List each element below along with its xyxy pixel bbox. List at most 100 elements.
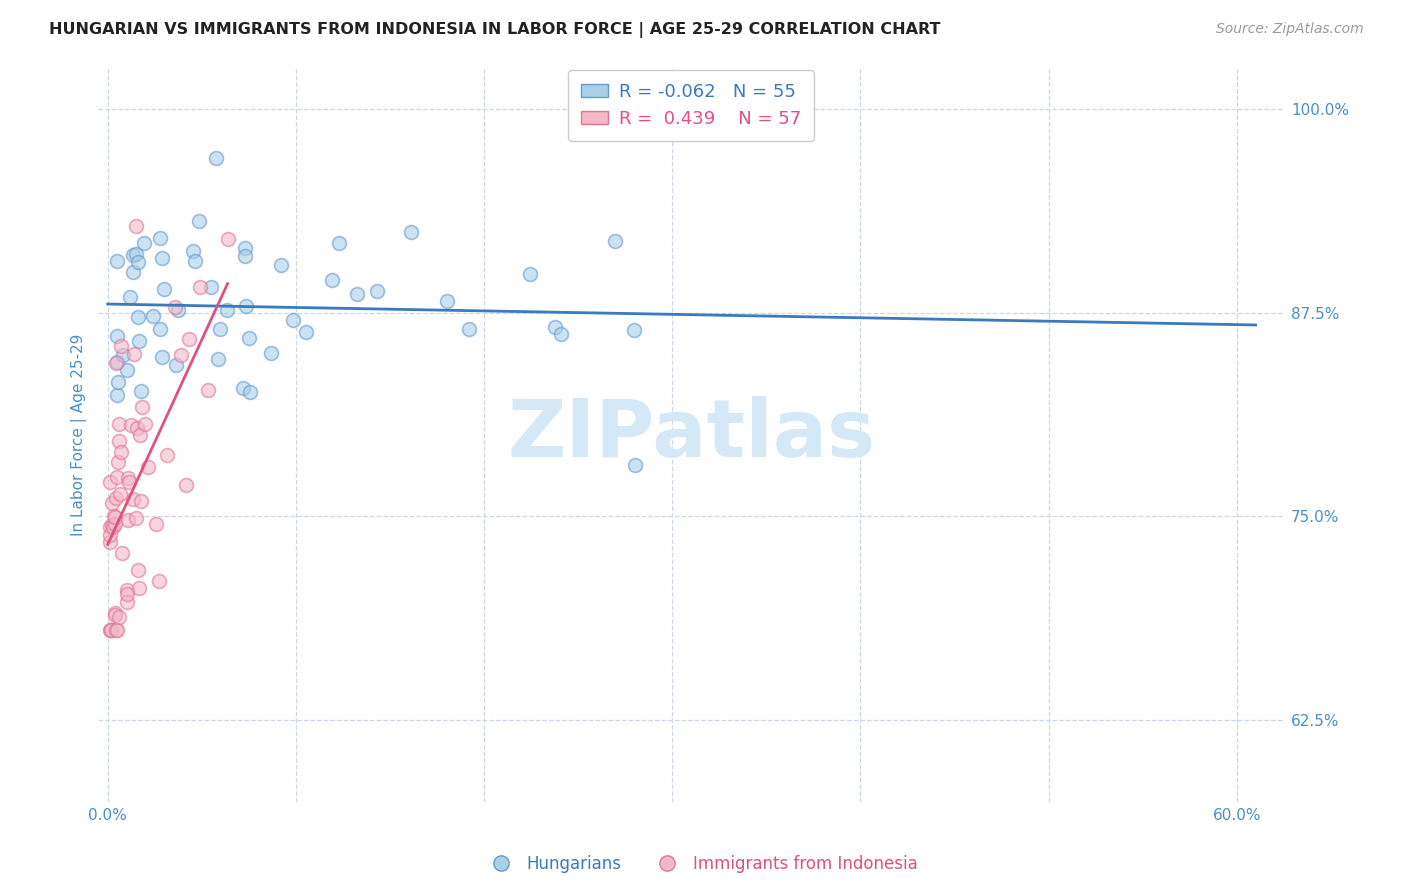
- Point: [103, 509, 125, 524]
- Point: [215, 303, 238, 318]
- Point: [104, 509, 127, 524]
- Point: [128, 334, 150, 348]
- Point: [117, 513, 139, 527]
- Point: [107, 375, 129, 389]
- Point: [184, 253, 207, 268]
- Point: [122, 265, 145, 279]
- Point: [177, 332, 200, 346]
- Point: [544, 320, 567, 334]
- Point: [118, 475, 141, 489]
- Point: [328, 235, 350, 250]
- Point: [104, 356, 127, 370]
- Point: [197, 383, 219, 397]
- Point: [170, 348, 193, 362]
- Point: [131, 400, 153, 414]
- Point: [436, 293, 458, 308]
- Point: [205, 151, 228, 165]
- Point: [110, 546, 132, 560]
- Point: [120, 290, 142, 304]
- Point: [108, 487, 131, 501]
- Point: [150, 350, 173, 364]
- Point: [153, 282, 176, 296]
- Point: [110, 445, 132, 459]
- Point: [156, 448, 179, 462]
- Point: [233, 241, 256, 255]
- Point: [122, 491, 145, 506]
- Point: [105, 388, 128, 402]
- Point: [260, 345, 283, 359]
- Point: [117, 471, 139, 485]
- Point: [623, 323, 645, 337]
- Point: [239, 385, 262, 400]
- Point: [207, 352, 229, 367]
- Point: [321, 273, 343, 287]
- Point: [127, 255, 149, 269]
- Point: [104, 516, 127, 531]
- Point: [148, 574, 170, 589]
- Point: [128, 581, 150, 595]
- Point: [458, 321, 481, 335]
- Point: [110, 339, 132, 353]
- Point: [105, 253, 128, 268]
- Point: [125, 247, 148, 261]
- Text: HUNGARIAN VS IMMIGRANTS FROM INDONESIA IN LABOR FORCE | AGE 25-29 CORRELATION CH: HUNGARIAN VS IMMIGRANTS FROM INDONESIA I…: [49, 22, 941, 38]
- Point: [217, 232, 239, 246]
- Point: [142, 309, 165, 323]
- Point: [149, 231, 172, 245]
- Point: [346, 287, 368, 301]
- Legend: Hungarians, Immigrants from Indonesia: Hungarians, Immigrants from Indonesia: [481, 848, 925, 880]
- Point: [550, 326, 572, 341]
- Point: [134, 417, 156, 431]
- Point: [120, 418, 142, 433]
- Point: [101, 520, 124, 534]
- Point: [136, 460, 159, 475]
- Point: [233, 249, 256, 263]
- Point: [174, 477, 197, 491]
- Point: [624, 458, 647, 473]
- Point: [165, 358, 187, 372]
- Point: [128, 428, 150, 442]
- Point: [132, 235, 155, 250]
- Point: [129, 494, 152, 508]
- Point: [165, 300, 187, 314]
- Point: [100, 624, 122, 638]
- Point: [105, 355, 128, 369]
- Point: [232, 381, 254, 395]
- Point: [104, 491, 127, 505]
- Point: [188, 214, 211, 228]
- Point: [399, 225, 422, 239]
- Point: [98, 519, 121, 533]
- Point: [125, 219, 148, 233]
- Point: [605, 234, 627, 248]
- Point: [101, 496, 124, 510]
- Point: [105, 624, 128, 638]
- Point: [107, 417, 129, 431]
- Point: [107, 610, 129, 624]
- Point: [101, 517, 124, 532]
- Point: [124, 347, 146, 361]
- Point: [98, 535, 121, 549]
- Point: [105, 470, 128, 484]
- Y-axis label: In Labor Force | Age 25-29: In Labor Force | Age 25-29: [72, 334, 87, 536]
- Text: Source: ZipAtlas.com: Source: ZipAtlas.com: [1216, 22, 1364, 37]
- Point: [98, 528, 121, 542]
- Point: [167, 303, 190, 318]
- Point: [105, 328, 128, 343]
- Point: [200, 280, 222, 294]
- Point: [107, 455, 129, 469]
- Point: [238, 330, 260, 344]
- Point: [366, 285, 388, 299]
- Point: [125, 511, 148, 525]
- Point: [117, 587, 139, 601]
- Point: [145, 516, 167, 531]
- Point: [98, 624, 121, 638]
- Text: ZIPatlas: ZIPatlas: [508, 396, 876, 474]
- Point: [519, 267, 541, 281]
- Point: [190, 280, 212, 294]
- Point: [208, 322, 231, 336]
- Point: [181, 244, 204, 258]
- Point: [104, 607, 127, 621]
- Point: [270, 258, 292, 272]
- Point: [127, 310, 149, 324]
- Point: [127, 563, 149, 577]
